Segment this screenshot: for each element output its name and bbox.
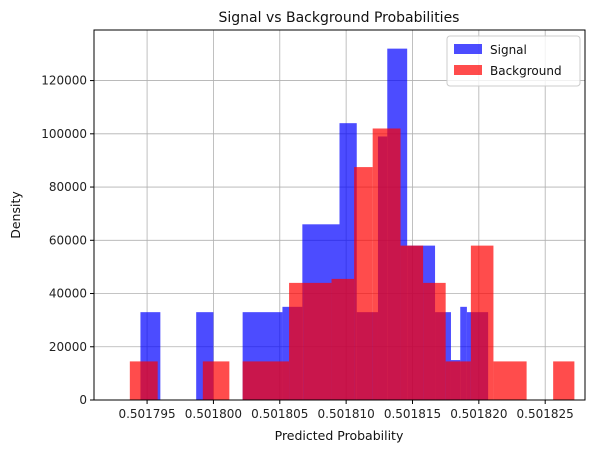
x-tick-label: 0.501800	[185, 407, 242, 421]
y-axis: 0 20000 40000 60000 80000 100000 120000	[41, 74, 94, 407]
background-bar	[242, 361, 290, 400]
y-tick-label: 60000	[49, 233, 87, 247]
legend-swatch-background	[454, 65, 482, 75]
x-tick-label: 0.501820	[450, 407, 507, 421]
y-tick-label: 40000	[49, 287, 87, 301]
plot-frame	[93, 29, 586, 401]
background-bar	[372, 128, 401, 401]
background-bar	[445, 361, 471, 400]
background-bar	[493, 361, 527, 400]
background-bar	[354, 167, 373, 400]
legend-label-signal: Signal	[490, 43, 527, 57]
background-bar	[553, 361, 575, 400]
signal-bar	[460, 306, 467, 400]
background-bar	[470, 245, 494, 400]
background-bar	[129, 361, 158, 400]
background-bar	[303, 282, 332, 400]
y-axis-label: Density	[8, 191, 23, 239]
y-tick-label: 80000	[49, 180, 87, 194]
chart-title: Signal vs Background Probabilities	[219, 10, 460, 26]
legend-label-background: Background	[490, 64, 562, 78]
background-bar	[423, 282, 446, 400]
y-tick-label: 20000	[49, 340, 87, 354]
y-tick-label: 100000	[41, 127, 87, 141]
background-bar	[400, 245, 424, 400]
legend-swatch-signal	[454, 44, 482, 54]
background-bar	[331, 278, 355, 400]
x-tick-label: 0.501795	[118, 407, 175, 421]
x-axis: 0.501795 0.501800 0.501805 0.501810 0.501815…	[118, 400, 574, 421]
x-tick-label: 0.501805	[251, 407, 308, 421]
y-tick-label: 0	[79, 393, 87, 407]
x-tick-label: 0.501810	[318, 407, 375, 421]
background-bar	[289, 282, 304, 400]
legend: Signal Background	[446, 35, 581, 87]
y-tick-label: 120000	[41, 74, 87, 88]
x-axis-label: Predicted Probability	[275, 428, 404, 443]
background-bar	[202, 361, 230, 400]
x-tick-label: 0.501825	[517, 407, 574, 421]
histogram-bars	[129, 48, 575, 401]
x-tick-label: 0.501815	[384, 407, 441, 421]
